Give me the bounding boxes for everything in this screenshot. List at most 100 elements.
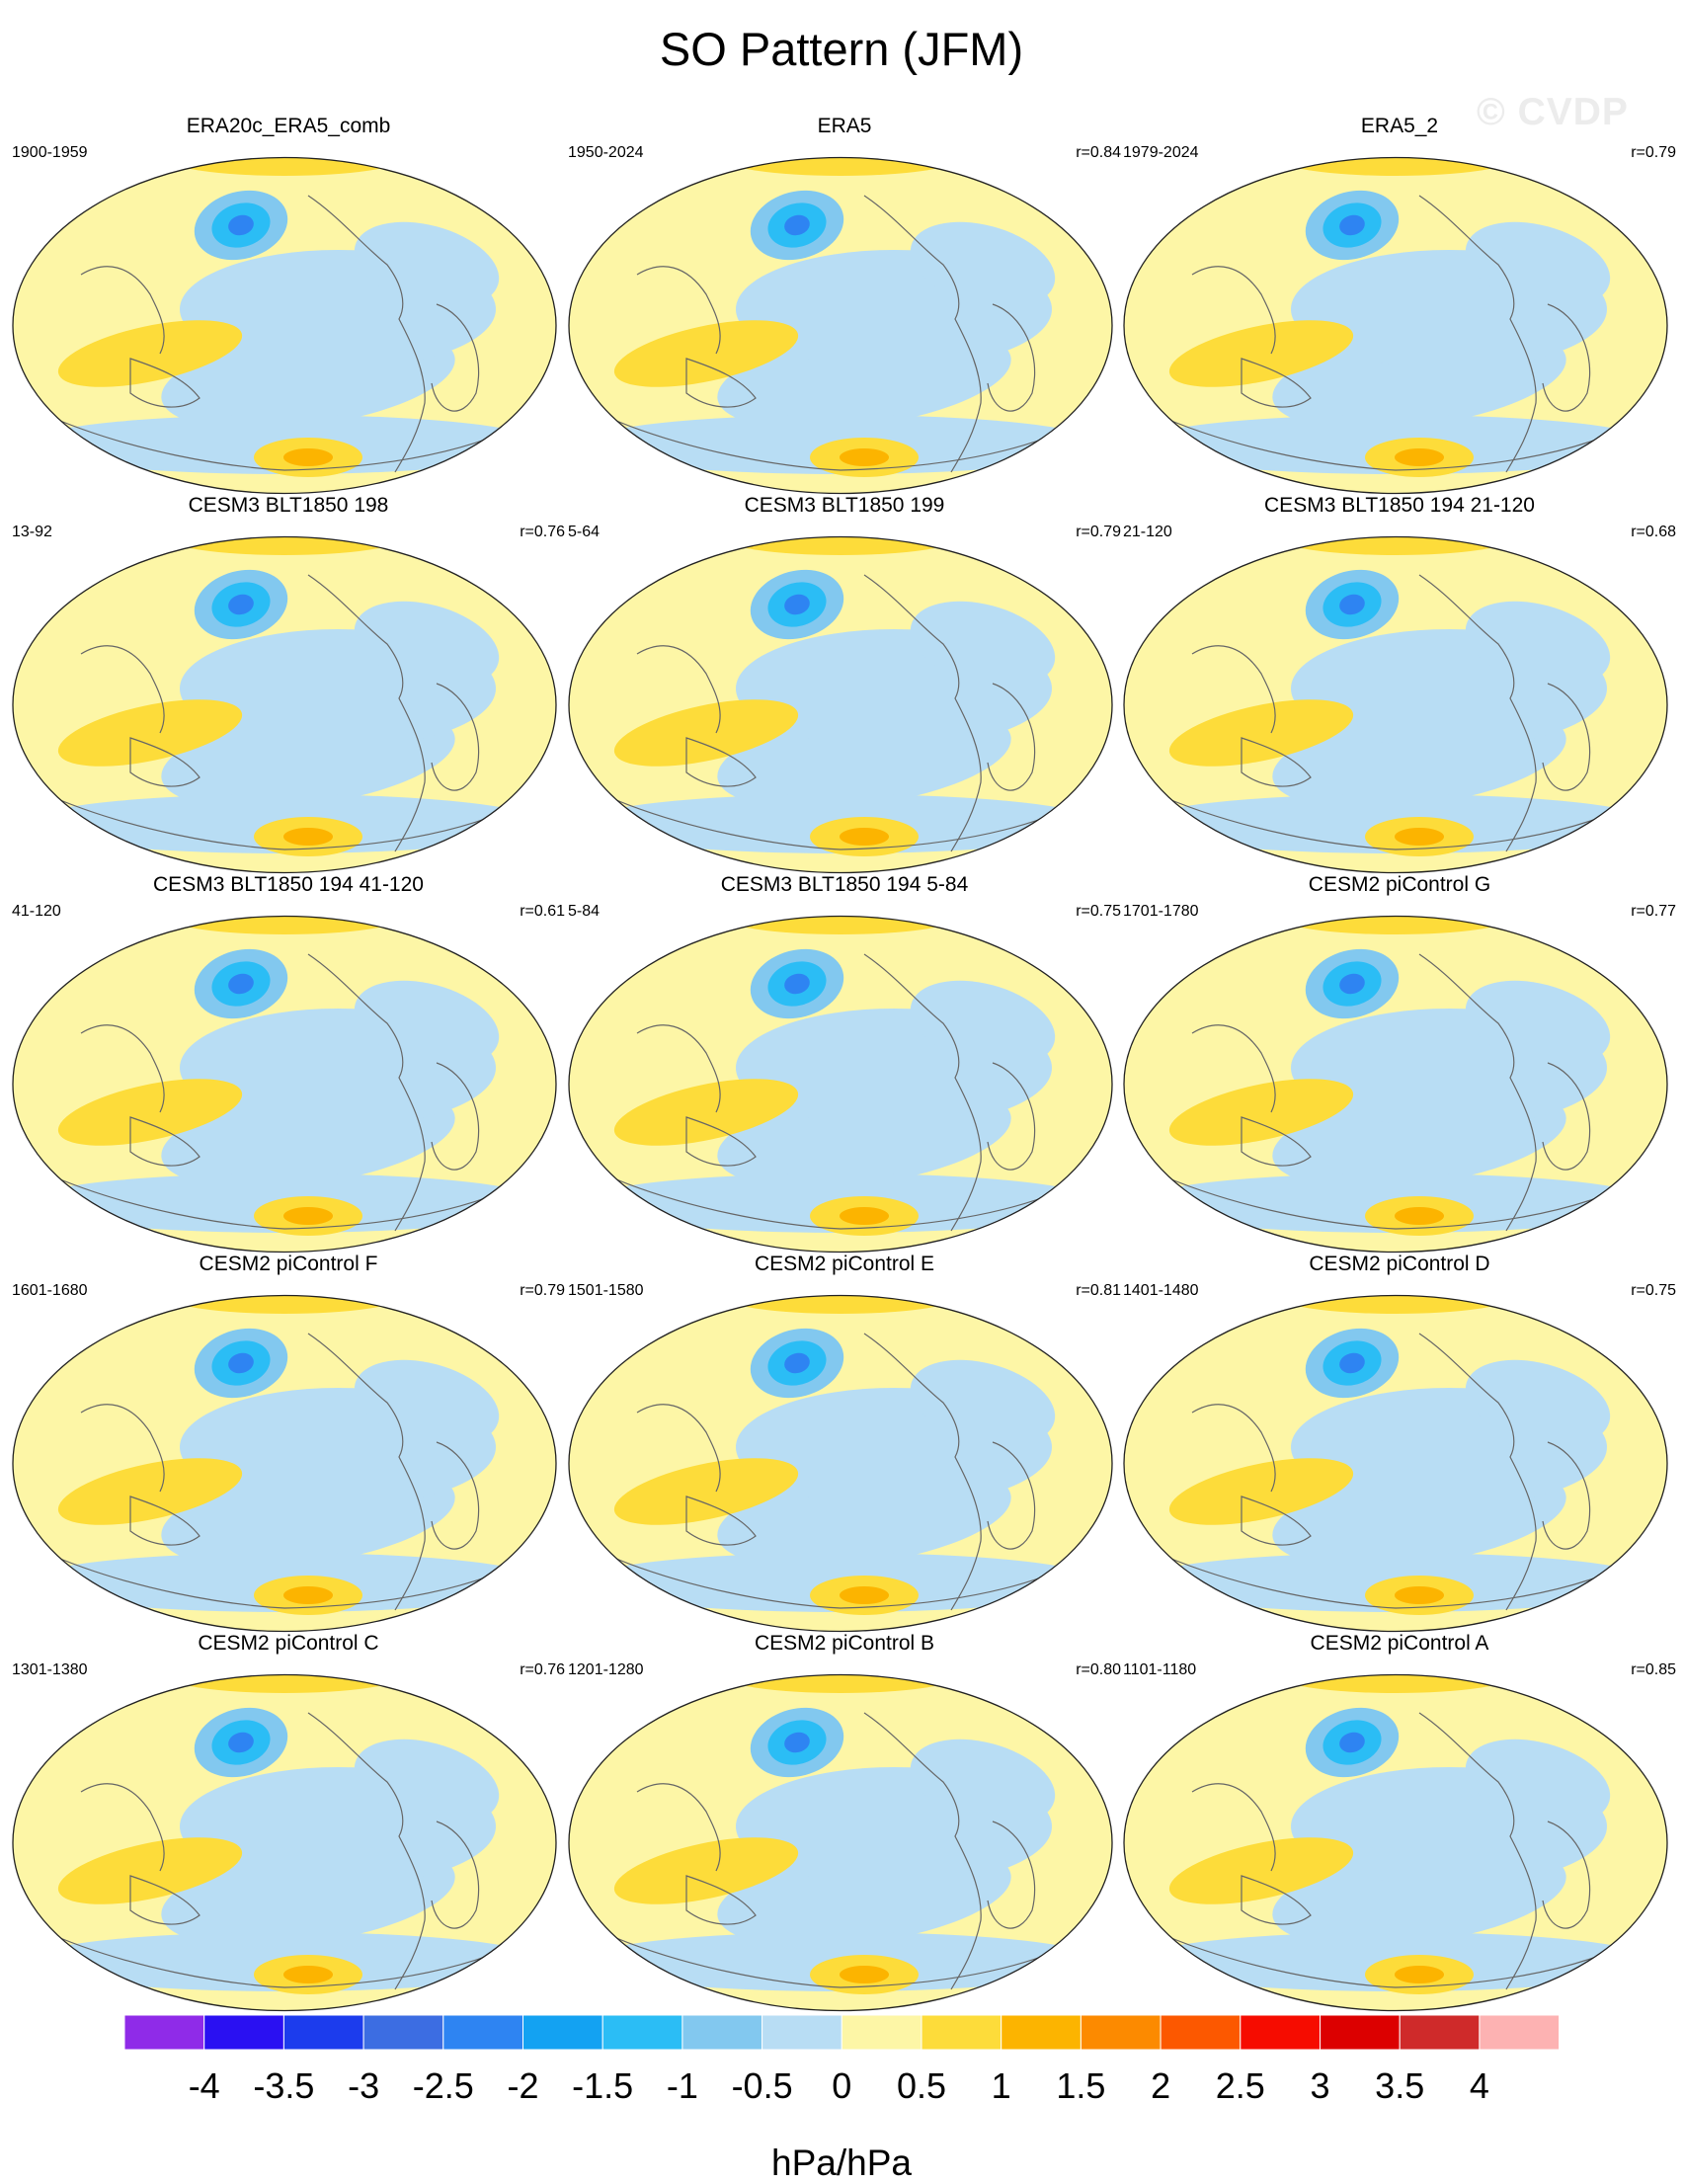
coastlines	[597, 574, 1082, 852]
field-aleutian-low-center	[1339, 1352, 1365, 1374]
coastline	[1542, 1062, 1591, 1171]
field-southern-high-core	[840, 1966, 889, 1983]
panel-years: 1101-1180	[1123, 1661, 1197, 1678]
colorbar-tick-label: 1	[992, 2065, 1011, 2106]
map-border	[1123, 915, 1668, 1254]
coastline	[1152, 791, 1638, 850]
field-southern-high-core	[1395, 1586, 1444, 1604]
colorbar-swatch	[1240, 2015, 1322, 2051]
colorbar-tick-label: 4	[1470, 2065, 1489, 2106]
map-field	[1124, 1295, 1667, 1632]
panel-title: CESM2 piControl A	[1310, 1632, 1489, 1655]
field-aleutian-low-center	[1339, 973, 1365, 995]
map-panel: CESM3 BLT1850 194 21-120 21-120 r=0.68	[1123, 494, 1676, 889]
map-border	[12, 915, 557, 1254]
field-indo-pacific-high	[613, 1079, 799, 1146]
coastline	[863, 574, 982, 852]
field-southern-high-core	[1395, 448, 1444, 466]
map-panel: CESM2 piControl A 1101-1180 r=0.85	[1123, 1632, 1676, 2027]
map	[568, 1294, 1113, 1633]
field-aleutian-low-center	[784, 1352, 810, 1374]
field-region-north-atlantic	[1465, 601, 1611, 688]
colorbar: -4 -3.5 -3 -2.5 -2 -1.5 -1 -0.5 0 0.5 1 1.5 2 2.5 3 3.5…	[123, 2015, 1561, 2183]
panel-correlation: r=0.79	[1631, 144, 1676, 161]
colorbar-swatch	[203, 2015, 284, 2051]
colorbar-swatch	[1160, 2015, 1242, 2051]
field-indo-pacific-high	[1168, 1458, 1354, 1525]
field-aleutian-low-center	[228, 973, 254, 995]
map-field	[1124, 1674, 1667, 2011]
map-panel: CESM2 piControl D 1401-1480 r=0.75	[1123, 1253, 1676, 1648]
map	[1123, 1673, 1668, 2012]
field-indo-pacific-high	[1168, 1837, 1354, 1904]
field-region-north-atlantic	[1465, 1739, 1611, 1825]
coastline	[1152, 1550, 1638, 1609]
map-border	[12, 1294, 557, 1633]
field-aleutian-low-center	[784, 214, 810, 236]
map	[12, 1673, 557, 2012]
field-aleutian-low-center	[228, 1732, 254, 1753]
colorbar-tick-label: -3	[348, 2065, 379, 2106]
panel-years: 5-64	[568, 524, 601, 540]
map	[1123, 535, 1668, 874]
coastline	[129, 1875, 200, 1925]
coastline	[129, 1496, 200, 1546]
coastline	[1542, 683, 1591, 791]
field-southern-high-core	[840, 448, 889, 466]
map	[1123, 915, 1668, 1254]
coastline	[1191, 1404, 1276, 1493]
coastline	[40, 1550, 526, 1609]
coastlines	[1152, 953, 1638, 1232]
coastline	[863, 953, 982, 1232]
coastline	[1241, 1875, 1312, 1925]
field-southern-high-core	[1395, 1966, 1444, 1983]
map	[1123, 156, 1668, 495]
field-indo-pacific-high	[1168, 699, 1354, 767]
field-region-north-atlantic	[354, 601, 500, 688]
field-aleutian-low-center	[228, 1352, 254, 1374]
map-panel: CESM2 piControl B 1201-1280 r=0.80	[568, 1632, 1121, 2027]
colorbar-swatch	[681, 2015, 763, 2051]
map-field	[13, 1674, 556, 2011]
coastlines	[597, 1333, 1082, 1611]
colorbar-swatch	[921, 2015, 1002, 2051]
coastline	[1241, 1496, 1312, 1546]
map-field	[569, 536, 1112, 873]
coastline	[1418, 953, 1537, 1232]
colorbar-boxes	[123, 2015, 1561, 2051]
map-panel: CESM2 piControl E 1501-1580 r=0.81	[568, 1253, 1121, 1648]
coastline	[685, 737, 757, 787]
colorbar-swatch	[123, 2015, 205, 2051]
map-panel: ERA20c_ERA5_comb 1900-1959	[12, 115, 565, 510]
coastline	[1418, 195, 1537, 473]
map-field	[1124, 157, 1667, 494]
coastline	[685, 358, 757, 408]
field-region-north-atlantic	[910, 1739, 1056, 1825]
coastline	[1152, 1929, 1638, 1988]
coastline	[80, 1024, 165, 1113]
coastline	[431, 1062, 480, 1171]
map-panel: CESM2 piControl F 1601-1680 r=0.79	[12, 1253, 565, 1648]
field-indo-pacific-high	[1168, 320, 1354, 387]
panel-title: CESM3 BLT1850 194 5-84	[720, 873, 969, 896]
map-border	[12, 535, 557, 874]
coastline	[1241, 358, 1312, 408]
panel-correlation: r=0.80	[1076, 1661, 1121, 1678]
field-region-north-atlantic	[354, 1739, 500, 1825]
field-indo-pacific-high	[613, 699, 799, 767]
coastlines	[1152, 1333, 1638, 1611]
colorbar-swatch	[282, 2015, 364, 2051]
field-indo-pacific-high	[57, 1079, 243, 1146]
map	[568, 1673, 1113, 2012]
colorbar-swatch	[1320, 2015, 1401, 2051]
coastline	[1191, 645, 1276, 734]
map-panel: CESM3 BLT1850 194 41-120 41-120 r=0.61	[12, 873, 565, 1268]
panel-title: CESM2 piControl D	[1309, 1253, 1490, 1275]
coastline	[636, 1024, 721, 1113]
map-panel: CESM2 piControl G 1701-1780 r=0.77	[1123, 873, 1676, 1268]
map-border	[568, 915, 1113, 1254]
panel-title: ERA20c_ERA5_comb	[186, 115, 391, 137]
colorbar-tick-label: -1.5	[572, 2065, 633, 2106]
coastline	[129, 737, 200, 787]
map-field	[1124, 536, 1667, 873]
